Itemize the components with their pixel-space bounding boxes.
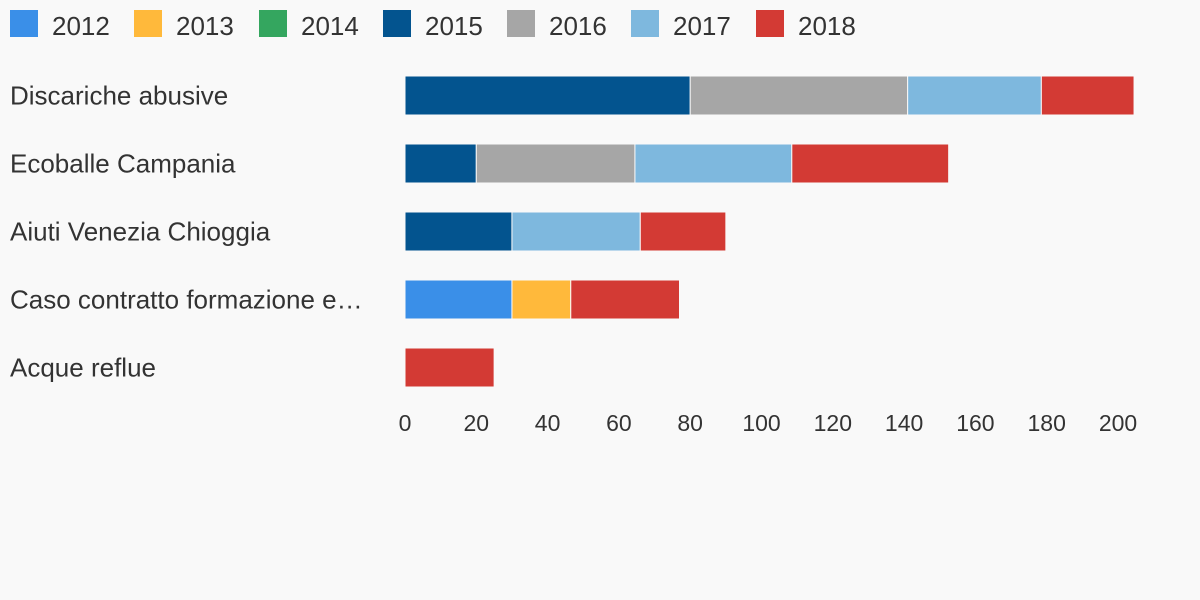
legend-swatch-2014	[259, 10, 287, 37]
legend-label-2012: 2012	[52, 11, 110, 41]
legend-swatch-2015	[383, 10, 411, 37]
x-tick-label-80: 80	[677, 410, 703, 436]
bars	[404, 75, 1135, 388]
x-axis: 0 20 40 60 80 100 120 140 160 180 200	[399, 410, 1138, 436]
legend-label-2016: 2016	[549, 11, 607, 41]
category-label-2: Ecoballe Campania	[10, 149, 236, 179]
legend-label-2015: 2015	[425, 11, 483, 41]
x-tick-label-40: 40	[535, 410, 561, 436]
bar-discariche-abusive-2015[interactable]	[404, 75, 691, 116]
bar-aiuti-venezia-chioggia-2015[interactable]	[404, 211, 513, 252]
bar-discariche-abusive-2017[interactable]	[907, 75, 1042, 116]
x-tick-label-160: 160	[956, 410, 994, 436]
bar-caso-contratto-formazione-e-2013[interactable]	[511, 279, 572, 320]
x-tick-label-120: 120	[814, 410, 852, 436]
bar-acque-reflue-2018[interactable]	[404, 347, 495, 388]
legend-label-2017: 2017	[673, 11, 731, 41]
bar-caso-contratto-formazione-e-2012[interactable]	[404, 279, 513, 320]
legend: 2012 2013 2014 2015 2016 2017 2018	[10, 10, 856, 41]
legend-label-2014: 2014	[301, 11, 359, 41]
legend-swatch-2016	[507, 10, 535, 37]
x-tick-label-0: 0	[399, 410, 412, 436]
bar-ecoballe-campania-2016[interactable]	[475, 143, 636, 184]
category-label-4: Caso contratto formazione e…	[10, 285, 363, 315]
x-tick-label-140: 140	[885, 410, 923, 436]
legend-swatch-2013	[134, 10, 162, 37]
x-tick-label-60: 60	[606, 410, 632, 436]
legend-swatch-2018	[756, 10, 784, 37]
x-tick-label-100: 100	[742, 410, 780, 436]
category-label-3: Aiuti Venezia Chioggia	[10, 217, 271, 247]
bar-ecoballe-campania-2017[interactable]	[634, 143, 793, 184]
x-tick-label-20: 20	[464, 410, 490, 436]
legend-label-2018: 2018	[798, 11, 856, 41]
x-tick-label-200: 200	[1099, 410, 1137, 436]
bar-discariche-abusive-2018[interactable]	[1040, 75, 1135, 116]
legend-label-2013: 2013	[176, 11, 234, 41]
bar-ecoballe-campania-2015[interactable]	[404, 143, 477, 184]
bar-discariche-abusive-2016[interactable]	[689, 75, 909, 116]
bar-aiuti-venezia-chioggia-2018[interactable]	[639, 211, 727, 252]
bar-ecoballe-campania-2018[interactable]	[791, 143, 950, 184]
category-labels: Discariche abusive Ecoballe Campania Aiuti…	[10, 81, 363, 383]
category-label-5: Acque reflue	[10, 353, 156, 383]
x-tick-label-180: 180	[1028, 410, 1066, 436]
bar-aiuti-venezia-chioggia-2017[interactable]	[511, 211, 641, 252]
legend-swatch-2012	[10, 10, 38, 37]
legend-swatch-2017	[631, 10, 659, 37]
bar-caso-contratto-formazione-e-2018[interactable]	[570, 279, 681, 320]
category-label-1: Discariche abusive	[10, 81, 228, 111]
